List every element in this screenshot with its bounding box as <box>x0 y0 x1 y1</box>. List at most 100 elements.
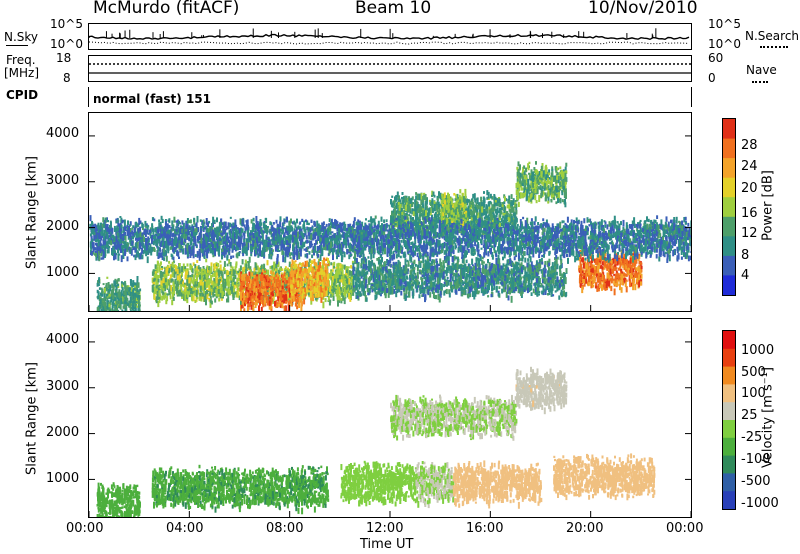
power-cell <box>153 278 156 282</box>
power-cell <box>333 275 336 282</box>
power-cell <box>300 299 303 307</box>
power-cell <box>252 294 255 298</box>
power-cell <box>156 290 159 294</box>
power-cell <box>495 275 498 281</box>
power-cell <box>432 265 435 272</box>
power-cell <box>327 275 329 280</box>
power-cell <box>331 287 333 290</box>
power-cell <box>538 266 540 271</box>
power-cell <box>227 296 230 303</box>
power-cell <box>223 270 226 274</box>
power-cell <box>338 289 341 295</box>
power-cell <box>420 271 423 275</box>
power-cell <box>335 273 338 280</box>
power-cell <box>533 269 536 277</box>
power-cell <box>395 261 398 265</box>
power-cell <box>494 273 497 278</box>
power-cell <box>172 260 175 264</box>
power-cell <box>320 265 323 268</box>
power-cell <box>415 275 418 281</box>
power-cell <box>445 272 448 277</box>
power-cell <box>192 285 195 292</box>
power-cell <box>252 306 255 311</box>
power-cell <box>335 289 338 297</box>
power-cell <box>123 290 126 295</box>
power-cell <box>509 258 512 265</box>
power-cell <box>307 273 310 278</box>
power-cell <box>202 292 204 297</box>
power-cell <box>456 265 459 268</box>
power-cell <box>547 270 550 275</box>
power-cell <box>240 279 243 284</box>
power-cell <box>304 277 307 283</box>
power-cell <box>181 278 184 282</box>
power-cell <box>345 266 348 270</box>
power-cell <box>209 295 212 301</box>
power-cell <box>389 268 392 276</box>
power-cell <box>461 256 464 264</box>
power-cell <box>452 260 455 267</box>
power-cell <box>294 281 297 287</box>
power-cell <box>380 281 382 289</box>
power-cell <box>308 286 311 289</box>
power-cell <box>379 293 382 297</box>
power-cell <box>352 292 355 296</box>
power-cell <box>261 278 264 281</box>
power-cell <box>298 276 301 281</box>
power-cell <box>433 265 436 270</box>
power-cell <box>247 276 250 281</box>
power-cell <box>364 271 367 277</box>
power-cell <box>118 305 121 309</box>
power-cell <box>290 263 293 268</box>
power-cell <box>263 263 266 271</box>
power-cell <box>365 264 368 270</box>
power-cell <box>537 281 540 286</box>
power-cell <box>132 280 135 285</box>
power-cell <box>452 267 455 271</box>
power-cell <box>119 294 122 299</box>
power-cell <box>333 278 336 283</box>
power-cell <box>262 286 265 289</box>
power-cell <box>467 205 470 209</box>
power-cell <box>186 268 189 272</box>
power-cell <box>349 289 352 293</box>
nsearch-label: N.Search <box>745 29 800 43</box>
power-cell <box>393 268 396 275</box>
power-cell <box>283 272 286 277</box>
power-cell <box>369 267 372 274</box>
power-cell <box>531 264 534 272</box>
power-cell <box>256 274 259 281</box>
power-cell <box>535 272 538 276</box>
power-cell <box>119 305 122 310</box>
power-cell <box>285 294 287 301</box>
power-cell <box>97 291 100 298</box>
power-cell <box>190 285 193 288</box>
power-cell <box>296 280 299 285</box>
power-cell <box>226 298 228 303</box>
power-cell <box>381 264 384 270</box>
power-cell <box>498 263 501 270</box>
power-cell <box>131 306 134 310</box>
power-cell <box>468 279 471 284</box>
power-cell <box>468 264 471 269</box>
power-cell <box>347 288 349 292</box>
power-cell <box>493 279 495 286</box>
power-cell <box>298 297 301 303</box>
power-cell <box>374 286 377 293</box>
power-cell <box>241 288 244 294</box>
power-cell <box>136 291 139 297</box>
power-cell <box>300 277 303 284</box>
power-cell <box>230 286 232 293</box>
power-cell <box>109 284 112 292</box>
power-cell <box>242 292 245 297</box>
power-cell <box>129 304 132 310</box>
power-cell <box>540 257 543 262</box>
power-cell <box>154 264 157 269</box>
power-cell <box>405 288 408 295</box>
power-cell <box>163 294 166 300</box>
power-cell <box>344 277 347 281</box>
power-cell <box>512 281 515 288</box>
power-cell <box>191 294 193 301</box>
power-cell <box>247 280 250 283</box>
power-cell <box>548 290 551 296</box>
